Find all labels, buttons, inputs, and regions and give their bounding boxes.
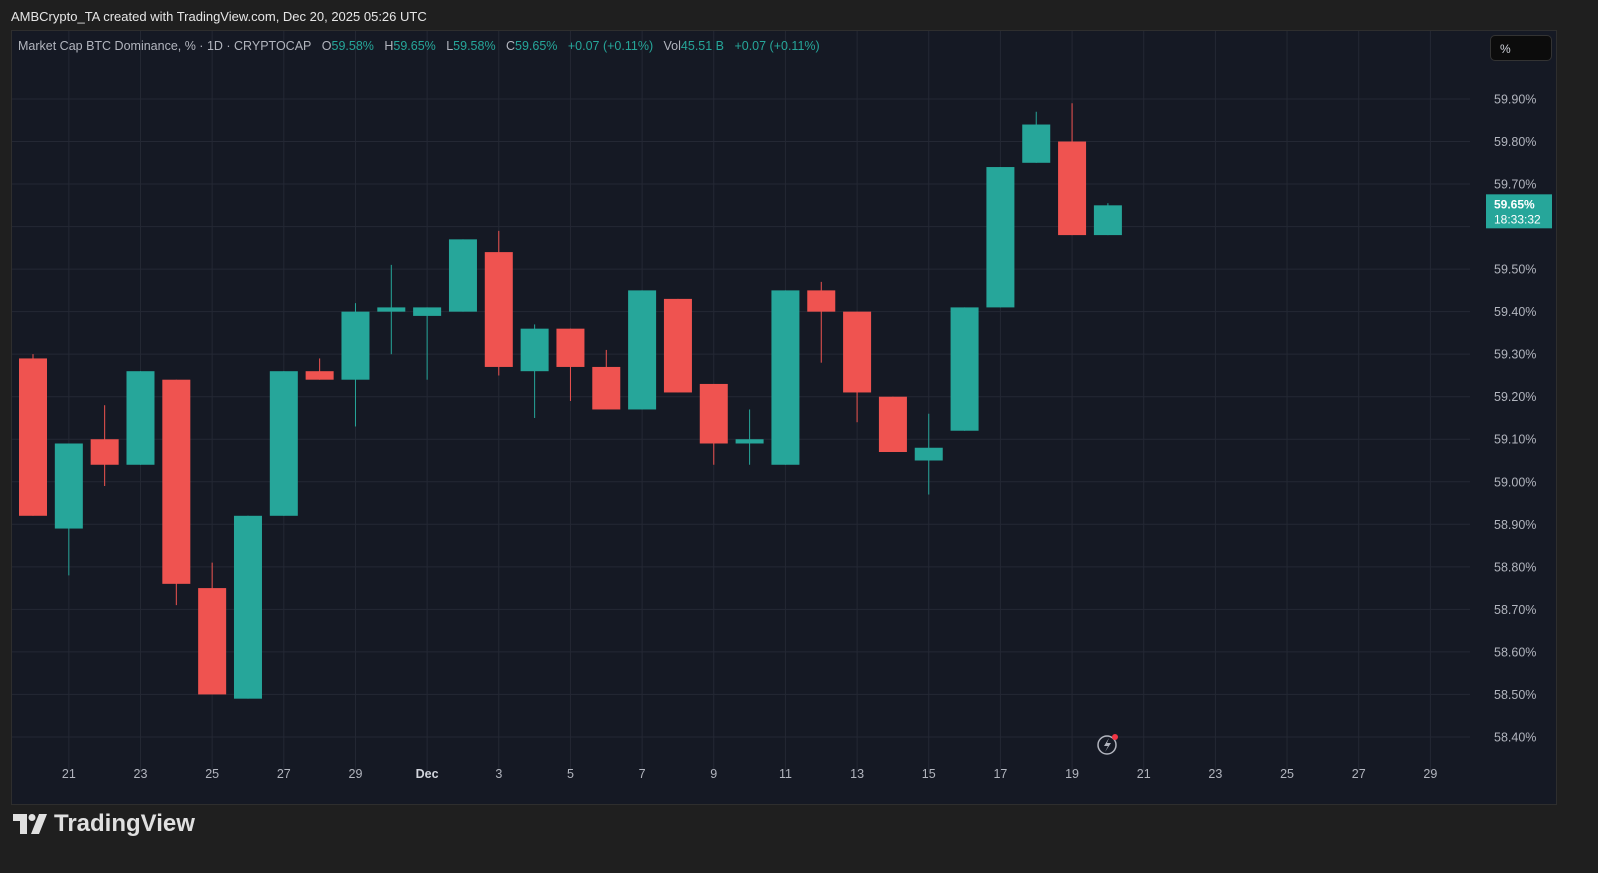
candle-body	[54, 443, 83, 529]
candle-body	[377, 307, 406, 312]
legend-open: 59.58%	[331, 39, 374, 53]
x-tick-label: Dec	[416, 767, 439, 781]
y-tick-label: 59.40%	[1494, 305, 1536, 319]
x-tick-label: 9	[710, 767, 717, 781]
candle-body	[914, 447, 943, 461]
x-tick-label: 17	[993, 767, 1007, 781]
y-tick-label: 58.60%	[1494, 645, 1536, 659]
x-tick-label: 21	[1137, 767, 1151, 781]
candle-body	[771, 290, 800, 465]
candle-body	[233, 515, 262, 699]
candle-body	[878, 396, 907, 452]
y-tick-label: 58.90%	[1494, 518, 1536, 532]
x-tick-label: 25	[205, 767, 219, 781]
x-tick-label: 3	[495, 767, 502, 781]
candle-body	[1093, 205, 1122, 236]
x-tick-label: 13	[850, 767, 864, 781]
lightning-bolt-icon	[1104, 738, 1111, 752]
legend-vol: 45.51 B	[680, 39, 725, 53]
legend-symbol[interactable]: Market Cap BTC Dominance, % · 1D · CRYPT…	[18, 39, 312, 53]
candle-body	[735, 439, 764, 444]
last-price-badge	[1486, 194, 1552, 229]
x-tick-label: 27	[1352, 767, 1366, 781]
candle-body	[628, 290, 657, 410]
brand-name: TradingView	[54, 810, 195, 837]
candle-body	[1058, 141, 1087, 236]
candle-body	[1022, 124, 1051, 163]
chart-credit: AMBCrypto_TA created with TradingView.co…	[11, 9, 427, 24]
candle-body	[162, 379, 191, 584]
y-tick-label: 59.70%	[1494, 178, 1536, 192]
legend-high-label: H	[384, 39, 394, 53]
candle-body	[663, 298, 692, 393]
candle-body	[341, 311, 370, 380]
x-tick-label: 29	[1423, 767, 1437, 781]
candle-body	[807, 290, 836, 312]
y-tick-label: 58.40%	[1494, 730, 1536, 744]
candle-body	[198, 588, 227, 695]
candle-body	[484, 252, 513, 367]
candle-body	[305, 371, 334, 380]
candle-body	[843, 311, 872, 393]
candle-body	[448, 239, 477, 312]
candle-body	[90, 439, 119, 465]
candle-body	[413, 307, 442, 316]
x-tick-label: 23	[1208, 767, 1222, 781]
y-tick-label: 59.10%	[1494, 433, 1536, 447]
candle-body	[986, 167, 1015, 308]
legend-change: +0.07 (+0.11%)	[567, 39, 654, 53]
legend-close: 59.65%	[515, 39, 558, 53]
x-tick-label: 19	[1065, 767, 1079, 781]
legend-open-label: O	[321, 39, 332, 53]
y-tick-label: 59.20%	[1494, 390, 1536, 404]
candle-body	[126, 371, 155, 465]
legend-high: 59.65%	[393, 39, 436, 53]
y-tick-label: 59.00%	[1494, 475, 1536, 489]
candle-body	[556, 328, 585, 367]
candle-body	[592, 366, 621, 410]
candle-body	[269, 371, 298, 516]
price-unit-button[interactable]: %	[1490, 35, 1552, 61]
x-tick-label: 23	[134, 767, 148, 781]
x-tick-label: 15	[922, 767, 936, 781]
legend-low: 59.58%	[453, 39, 496, 53]
x-tick-label: 5	[567, 767, 574, 781]
y-tick-label: 59.50%	[1494, 263, 1536, 277]
notification-dot-icon	[1112, 734, 1118, 740]
x-tick-label: 25	[1280, 767, 1294, 781]
bar-countdown: 18:33:32	[1494, 212, 1541, 226]
x-tick-label: 11	[779, 767, 792, 781]
chart-legend: Market Cap BTC Dominance, % · 1D · CRYPT…	[18, 39, 820, 53]
y-tick-label: 59.90%	[1494, 93, 1536, 107]
candle-body	[699, 383, 728, 444]
legend-close-label: C	[506, 39, 516, 53]
tradingview-logo[interactable]: TradingView	[13, 810, 195, 838]
lightning-icon[interactable]	[1097, 735, 1117, 755]
y-tick-label: 58.50%	[1494, 688, 1536, 702]
y-tick-label: 59.80%	[1494, 135, 1536, 149]
legend-vol-change: +0.07 (+0.11%)	[734, 39, 820, 53]
x-tick-label: 7	[639, 767, 646, 781]
candle-body	[950, 307, 979, 431]
tradingview-logo-icon	[13, 814, 47, 834]
x-tick-label: 29	[349, 767, 363, 781]
y-tick-label: 58.80%	[1494, 560, 1536, 574]
legend-low-label: L	[446, 39, 454, 53]
y-tick-label: 58.70%	[1494, 603, 1536, 617]
x-tick-label: 21	[62, 767, 76, 781]
legend-vol-label: Vol	[663, 39, 681, 53]
last-price-value: 59.65%	[1494, 197, 1535, 211]
candle-body	[19, 358, 47, 516]
y-tick-label: 59.30%	[1494, 348, 1536, 362]
x-tick-label: 27	[277, 767, 291, 781]
candle-body	[520, 328, 549, 372]
